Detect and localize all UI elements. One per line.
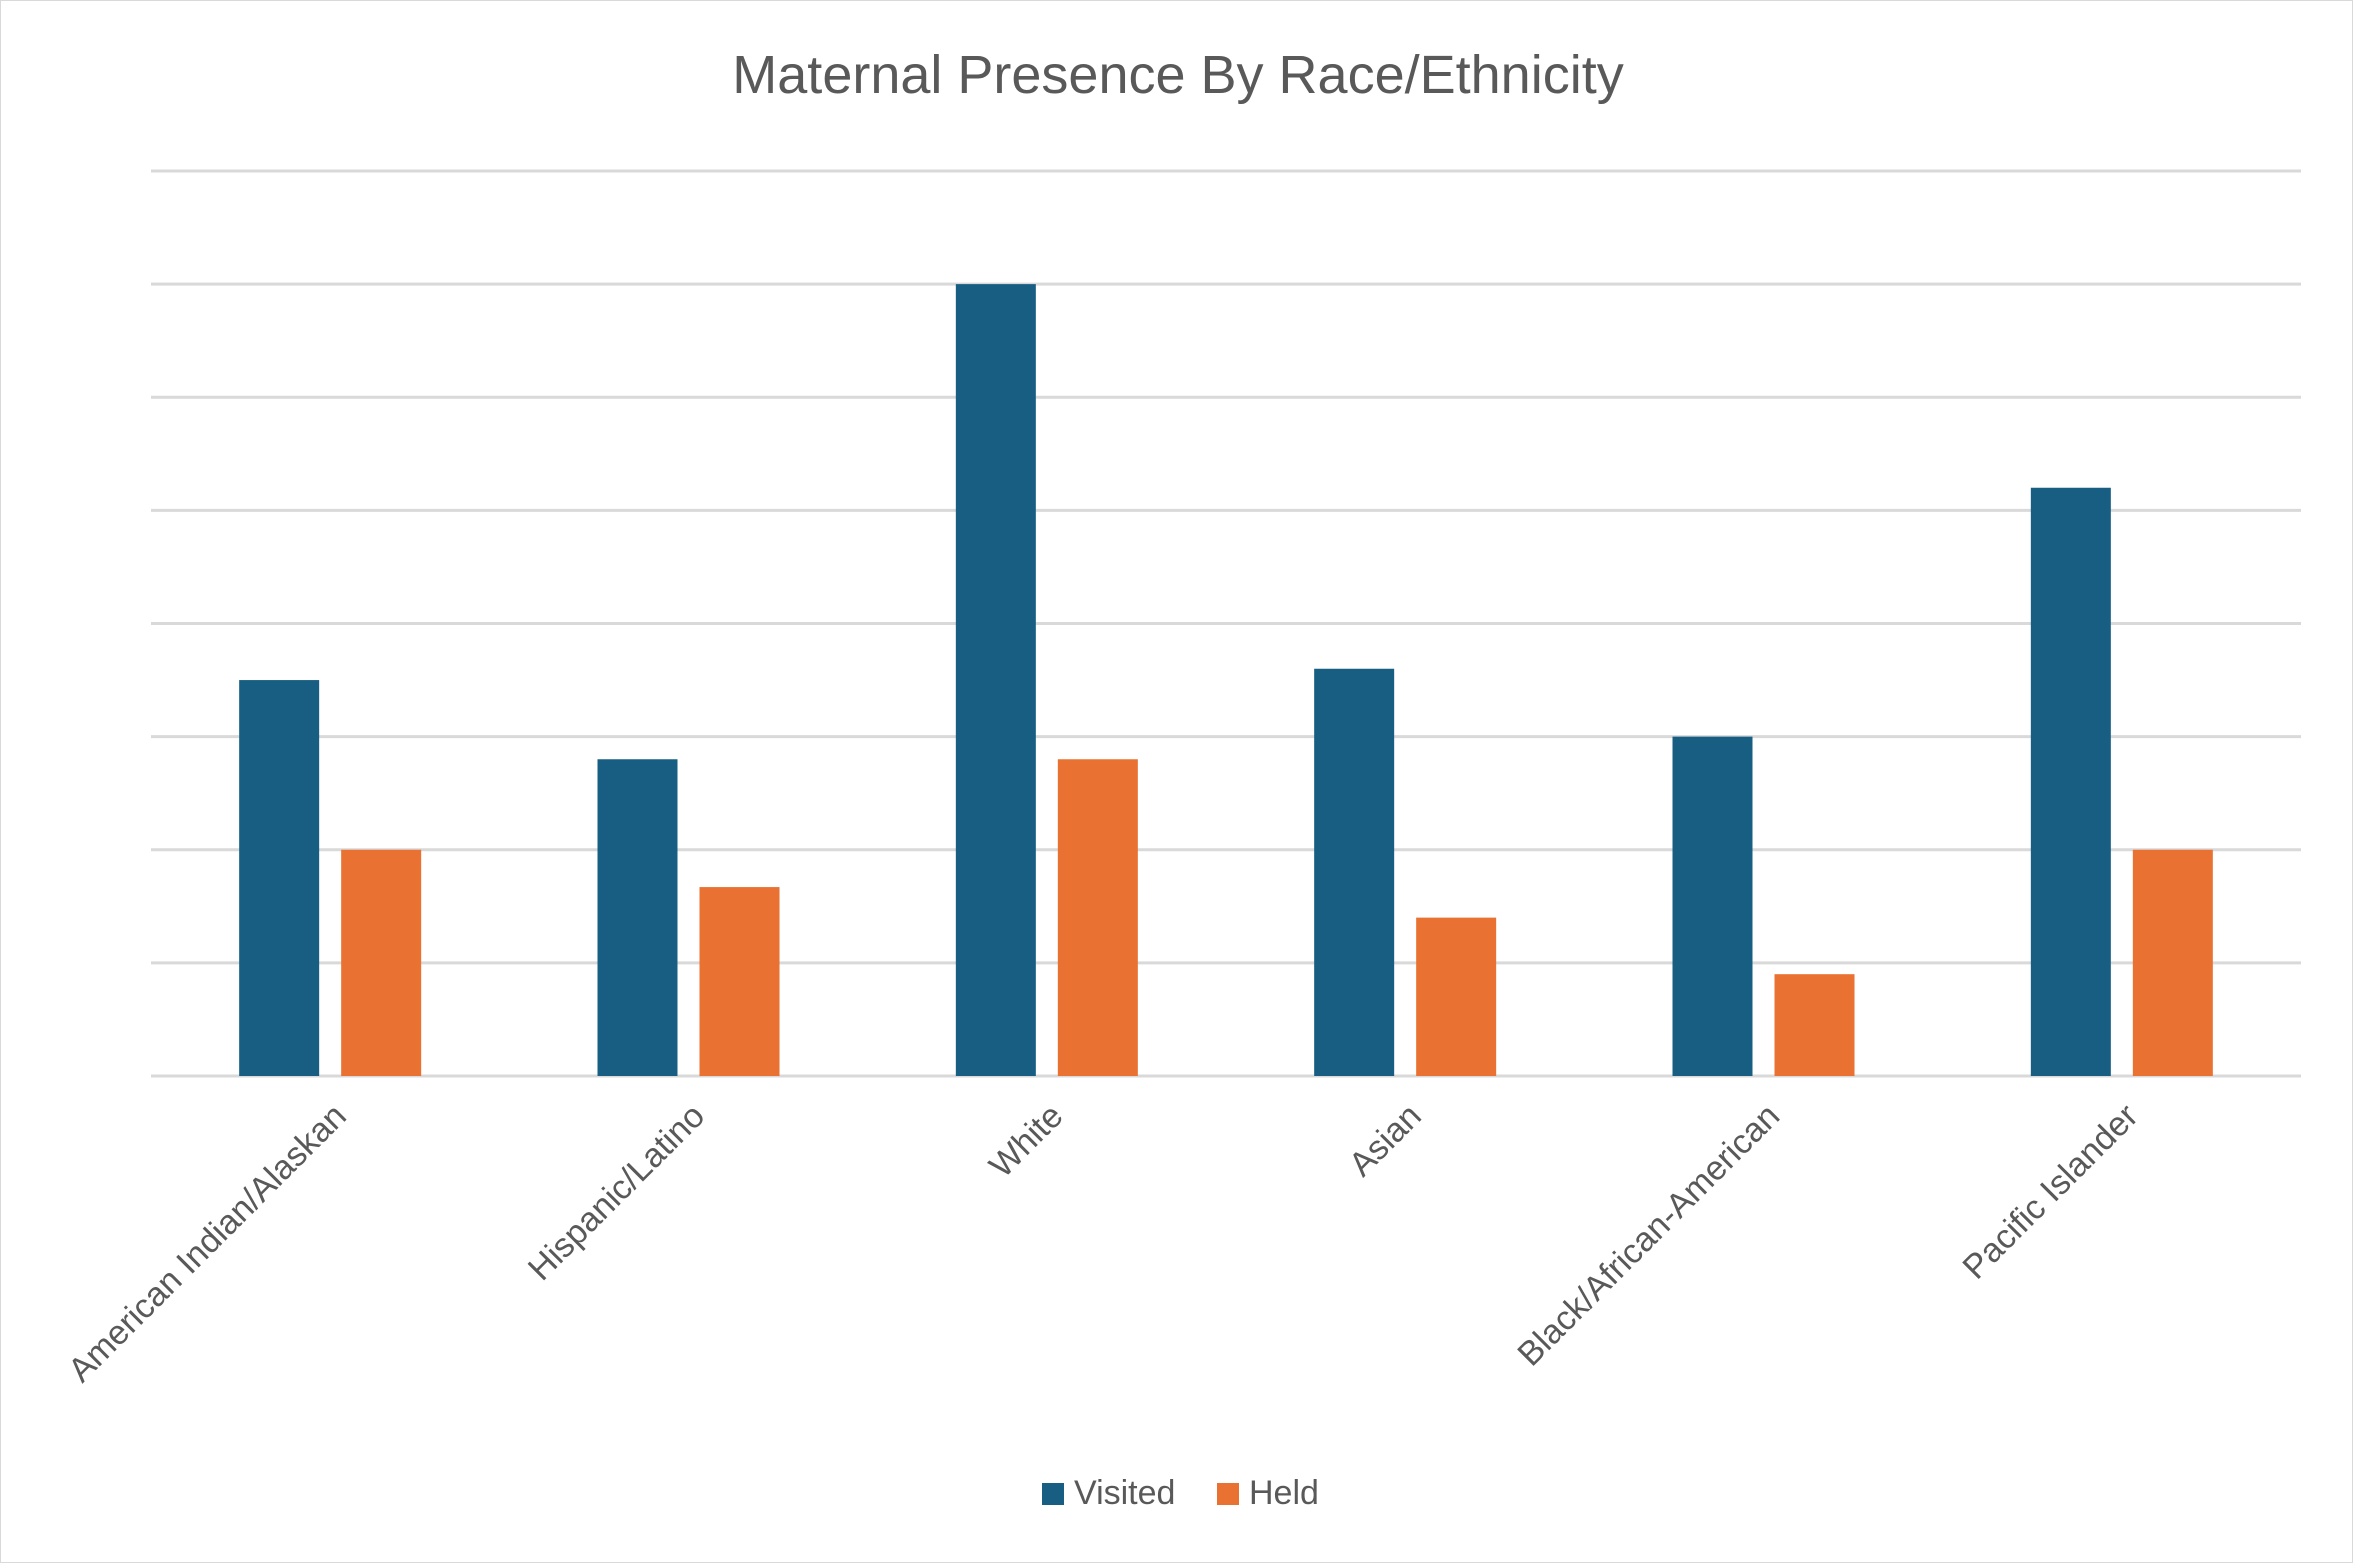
category-label: American Indian/Alaskan <box>61 1097 354 1390</box>
bar-held-5 <box>1774 974 1855 1076</box>
bars <box>239 284 2213 1076</box>
bar-visited-2 <box>597 759 678 1076</box>
bar-held-6 <box>2132 849 2213 1076</box>
bar-held-1 <box>341 849 422 1076</box>
gridlines <box>151 169 2301 1078</box>
category-labels: American Indian/Alaskan Hispanic/Latino Wh… <box>61 1097 2145 1390</box>
bar-held-2 <box>699 887 780 1076</box>
category-label: Pacific Islander <box>1956 1097 2146 1287</box>
bar-visited-4 <box>1314 668 1395 1076</box>
category-label: Asian <box>1342 1097 1429 1184</box>
bar-visited-5 <box>1672 736 1753 1076</box>
category-label: Hispanic/Latino <box>521 1097 712 1288</box>
bar-held-3 <box>1057 759 1138 1076</box>
legend-label-visited: Visited <box>1074 1474 1175 1512</box>
legend: Visited Held <box>1042 1474 1319 1512</box>
legend-label-held: Held <box>1249 1474 1319 1512</box>
legend-swatch-held <box>1217 1483 1239 1505</box>
bar-visited-1 <box>239 680 320 1076</box>
bar-held-4 <box>1416 917 1497 1076</box>
bar-visited-6 <box>2030 487 2111 1076</box>
chart-title: Maternal Presence By Race/Ethnicity <box>732 45 1623 105</box>
legend-swatch-visited <box>1042 1483 1064 1505</box>
bar-visited-3 <box>955 284 1036 1076</box>
category-label: White <box>982 1097 1070 1185</box>
category-label: Black/African-American <box>1510 1097 1787 1374</box>
